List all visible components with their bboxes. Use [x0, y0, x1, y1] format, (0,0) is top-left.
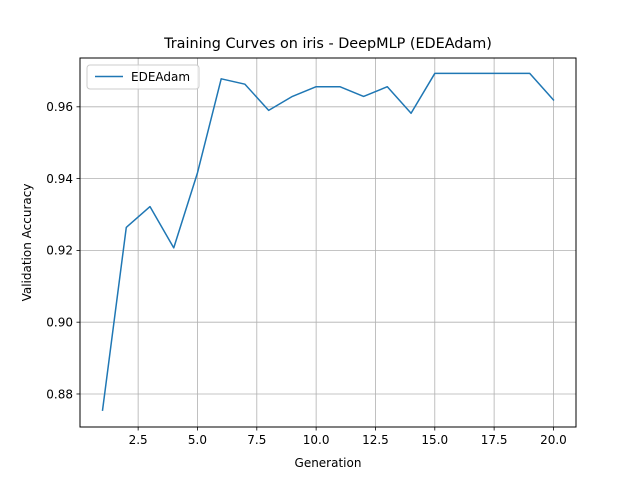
x-axis-label: Generation: [295, 456, 362, 470]
legend-label: EDEAdam: [131, 70, 190, 84]
legend: EDEAdam: [86, 64, 200, 90]
y-tick-label: 0.92: [46, 244, 73, 258]
x-tick-label: 12.5: [362, 433, 389, 447]
y-axis-label: Validation Accuracy: [20, 184, 34, 302]
plot-area-frame: [79, 57, 577, 428]
y-tick-label: 0.88: [46, 387, 73, 401]
legend-box: [86, 64, 200, 90]
y-axis-ticks: 0.88 0.90 0.92 0.94 0.96: [46, 100, 80, 401]
x-tick-label: 20.0: [540, 433, 567, 447]
y-tick-label: 0.96: [46, 100, 73, 114]
x-tick-label: 5.0: [188, 433, 207, 447]
chart-title: Training Curves on iris - DeepMLP (EDEAd…: [163, 36, 492, 52]
x-tick-label: 10.0: [303, 433, 330, 447]
grid: [80, 58, 576, 427]
x-tick-label: 17.5: [481, 433, 508, 447]
x-axis-ticks: 2.5 5.0 7.5 10.0 12.5 15.0 17.5 20.0: [129, 427, 567, 447]
y-tick-label: 0.90: [46, 315, 73, 329]
x-tick-label: 7.5: [247, 433, 266, 447]
x-tick-label: 2.5: [129, 433, 148, 447]
x-tick-label: 15.0: [421, 433, 448, 447]
series-line-EDEAdam: [101, 72, 555, 411]
series-layer: [101, 72, 555, 411]
y-tick-label: 0.94: [46, 172, 73, 186]
